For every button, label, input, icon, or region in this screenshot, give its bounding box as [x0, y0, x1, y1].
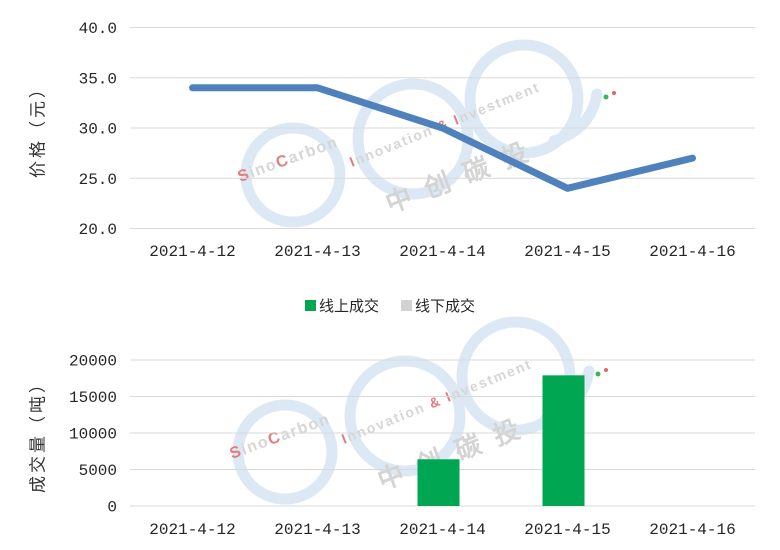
y-tick-label: 30.0	[79, 121, 117, 139]
x-tick-label: 2021-4-16	[649, 243, 735, 261]
x-tick-label: 2021-4-14	[399, 243, 485, 261]
y-tick-label: 40.0	[79, 20, 117, 38]
legend-item-offline: 线下成交	[401, 295, 475, 316]
x-tick-label: 2021-4-13	[274, 521, 360, 539]
watermark-dot-icon	[595, 371, 601, 377]
x-tick-label: 2021-4-16	[649, 521, 735, 539]
y-tick-label: 20000	[69, 353, 117, 371]
watermark-dot-icon	[612, 91, 616, 95]
y-tick-label: 15000	[69, 389, 117, 407]
y-tick-label: 20.0	[79, 221, 117, 239]
volume-bar-chart: 20000 15000 10000 5000 0 2021-4-12 2021-4-13 20…	[69, 353, 755, 539]
y-tick-label: 25.0	[79, 171, 117, 189]
online-volume-bar	[542, 375, 585, 506]
y-tick-label: 0	[107, 499, 117, 517]
x-tick-label: 2021-4-12	[149, 243, 235, 261]
y-tick-label: 35.0	[79, 70, 117, 88]
online-volume-bar	[417, 459, 460, 506]
legend: 线上成交 线下成交	[0, 295, 780, 316]
x-tick-label: 2021-4-12	[149, 521, 235, 539]
x-tick-label: 2021-4-15	[524, 243, 610, 261]
watermark-ring-icon	[232, 399, 338, 505]
price-line-chart: 40.0 35.0 30.0 25.0 20.0 2021-4-12 2021-4-13 20…	[79, 20, 755, 261]
legend-item-online: 线上成交	[304, 295, 379, 316]
price-y-axis-title: 价格（元）	[28, 78, 48, 178]
watermark-dot-icon	[604, 368, 608, 372]
watermark-ring-icon	[464, 39, 584, 159]
offline-legend-label: 线下成交	[415, 298, 476, 315]
offline-legend-swatch	[401, 300, 412, 311]
x-tick-label: 2021-4-15	[524, 521, 610, 539]
online-legend-label: 线上成交	[318, 298, 379, 315]
watermark-swoosh-icon	[548, 88, 603, 147]
volume-y-axis-title: 成交量（吨）	[28, 373, 48, 493]
watermark-ring-icon	[344, 355, 466, 477]
online-legend-swatch	[304, 300, 316, 311]
price-line-series	[189, 84, 696, 192]
x-tick-label: 2021-4-14	[399, 521, 485, 539]
y-tick-label: 5000	[79, 462, 117, 480]
y-tick-label: 10000	[69, 426, 117, 444]
watermark-dot-icon	[603, 94, 609, 100]
x-tick-label: 2021-4-13	[274, 243, 360, 261]
